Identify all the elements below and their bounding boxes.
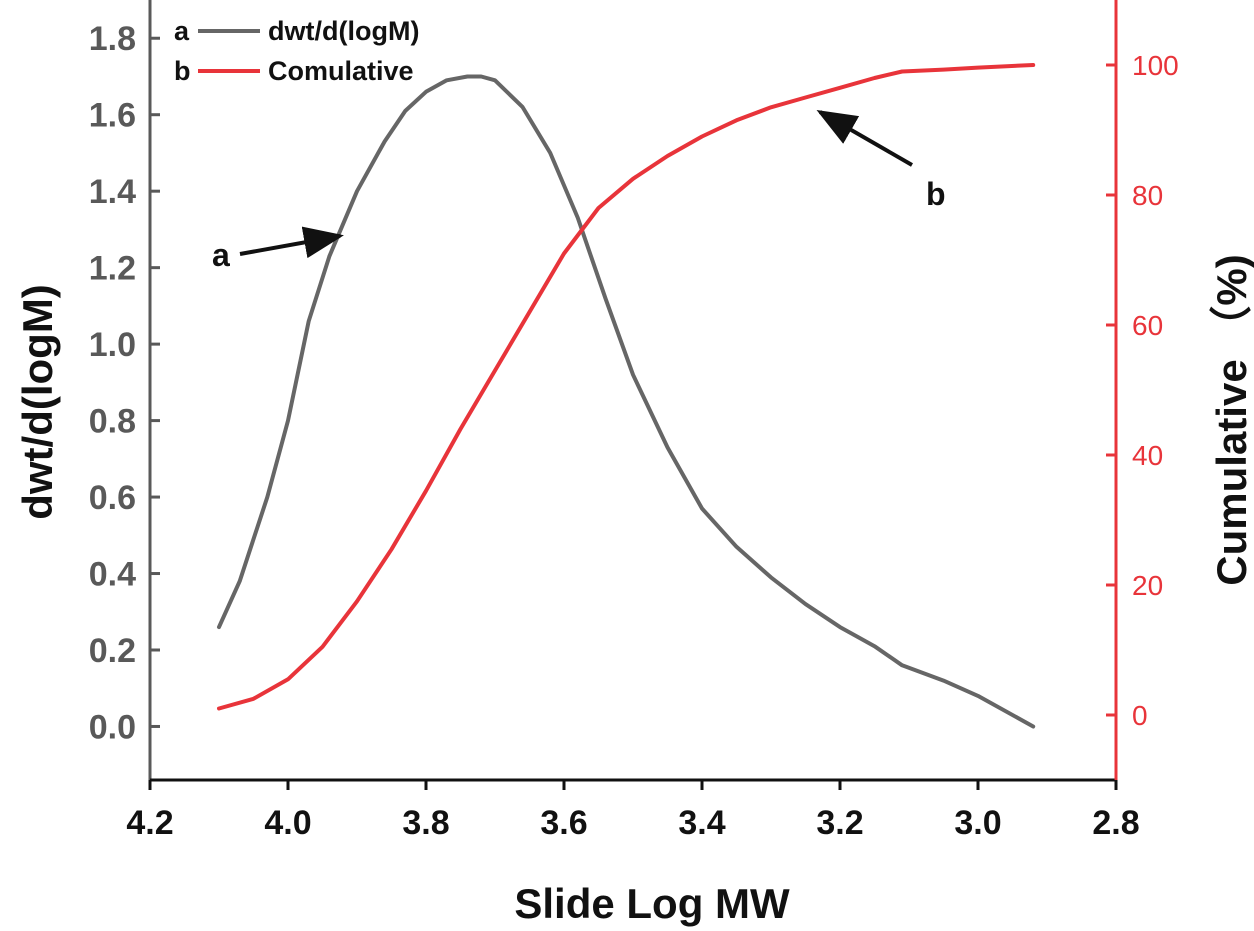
annotation-label-b: b: [926, 176, 946, 212]
legend: a dwt/d(logM) b Comulative: [174, 16, 419, 86]
y-tick-label: 0.4: [89, 556, 136, 594]
right-axis-ticks: 0 20 40 60 80 100: [1106, 50, 1179, 731]
y2-tick-label: 20: [1132, 570, 1163, 601]
x-tick-label: 3.2: [816, 804, 863, 842]
y2-tick-label: 60: [1132, 310, 1163, 341]
y-tick-label: 1.0: [89, 326, 136, 364]
y2-tick-label: 0: [1132, 700, 1148, 731]
legend-label-a: dwt/d(logM): [268, 16, 419, 46]
annotation-arrow-b: [816, 110, 913, 167]
left-axis-ticks: 0.0 0.2 0.4 0.6 0.8 1.0 1.2 1.4 1.6 1.8: [89, 20, 160, 746]
y-tick-label: 0.8: [89, 403, 136, 441]
y-tick-label: 1.8: [89, 20, 136, 58]
y-axis-title: dwt/d(logM): [14, 284, 61, 520]
x-tick-label: 4.0: [264, 804, 311, 842]
y2-axis-title: Cumulative （%): [1208, 254, 1254, 585]
x-tick-label: 4.2: [126, 804, 173, 842]
series-line-dwt: [217, 74, 1036, 729]
x-tick-label: 3.4: [678, 804, 725, 842]
y-tick-label: 1.2: [89, 250, 136, 288]
annotation-arrow-a: [239, 226, 344, 259]
x-tick-label: 3.0: [954, 804, 1001, 842]
annotation-b: b: [816, 110, 946, 212]
y2-tick-label: 100: [1132, 50, 1179, 81]
y-tick-label: 0.0: [89, 708, 136, 746]
x-tick-label: 3.6: [540, 804, 587, 842]
legend-letter-a: a: [174, 16, 190, 46]
y-tick-label: 0.6: [89, 479, 136, 517]
x-tick-label: 2.8: [1092, 804, 1139, 842]
series-line-cumulative: [217, 63, 1036, 711]
legend-label-b: Comulative: [268, 56, 414, 86]
legend-letter-b: b: [174, 56, 191, 86]
bottom-axis-ticks: 4.2 4.0 3.8 3.6 3.4 3.2 3.0 2.8: [126, 780, 1140, 842]
annotation-label-a: a: [212, 237, 230, 273]
series-group: [217, 63, 1036, 729]
y-tick-label: 0.2: [89, 632, 136, 670]
y2-tick-label: 40: [1132, 440, 1163, 471]
annotation-a: a: [212, 226, 344, 273]
y-tick-label: 1.6: [89, 97, 136, 135]
y2-tick-label: 80: [1132, 180, 1163, 211]
y-tick-label: 1.4: [89, 173, 136, 211]
x-tick-label: 3.8: [402, 804, 449, 842]
x-axis-title: Slide Log MW: [514, 880, 790, 927]
